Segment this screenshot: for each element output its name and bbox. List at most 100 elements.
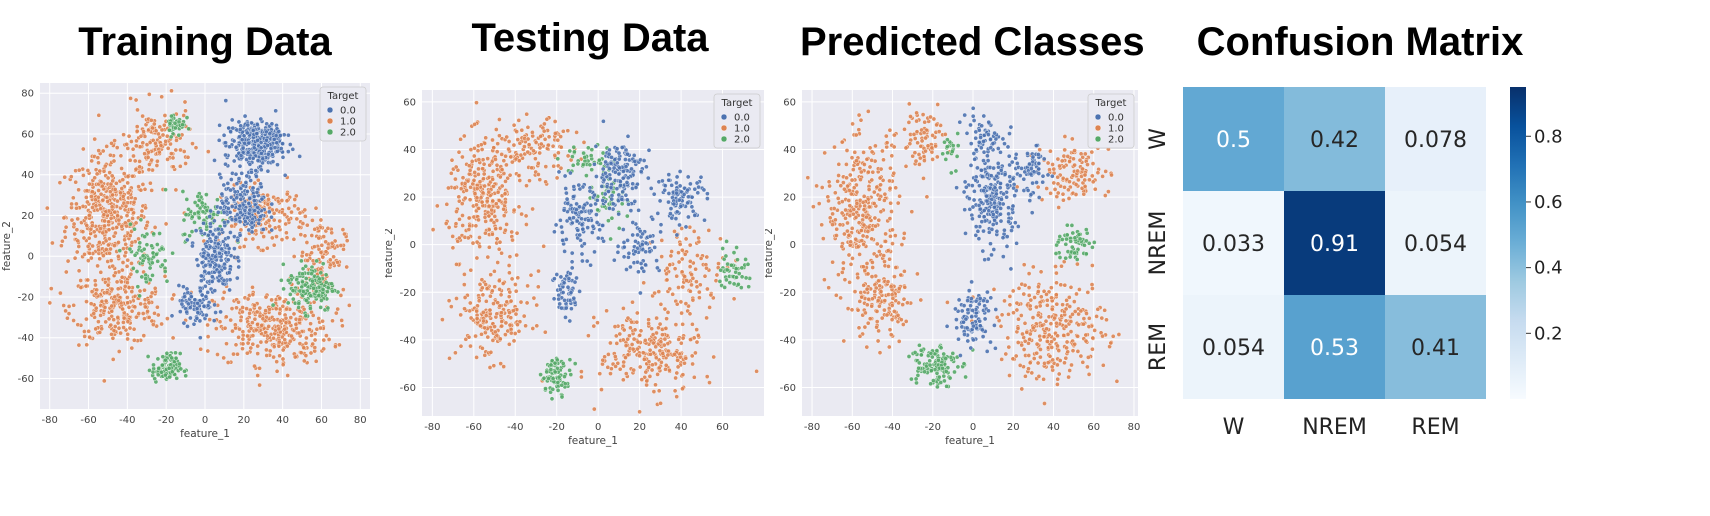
- x-tick-label: 60: [315, 415, 328, 426]
- data-point-class-0.0: [242, 141, 247, 146]
- data-point-class-0.0: [287, 142, 293, 147]
- x-tick-label: 0: [970, 422, 976, 433]
- data-point-class-0.0: [643, 249, 649, 255]
- data-point-class-1.0: [114, 279, 120, 285]
- data-point-class-1.0: [864, 214, 869, 220]
- data-point-class-0.0: [563, 237, 569, 242]
- data-point-class-2.0: [199, 200, 205, 206]
- data-point-class-1.0: [109, 308, 115, 314]
- data-point-class-2.0: [718, 267, 724, 273]
- data-point-class-1.0: [76, 244, 82, 249]
- data-point-class-2.0: [738, 285, 744, 290]
- data-point-class-1.0: [205, 348, 211, 354]
- data-point-class-0.0: [244, 173, 250, 179]
- data-point-class-1.0: [687, 224, 693, 230]
- data-point-class-1.0: [637, 353, 642, 359]
- data-point-class-0.0: [571, 184, 577, 189]
- data-point-class-0.0: [217, 123, 222, 128]
- data-point-class-1.0: [877, 196, 882, 202]
- data-point-class-0.0: [212, 158, 217, 163]
- data-point-class-1.0: [491, 301, 496, 306]
- data-point-class-1.0: [93, 326, 98, 332]
- x-tick-label: -20: [158, 415, 174, 426]
- data-point-class-0.0: [223, 152, 228, 158]
- data-point-class-1.0: [499, 167, 505, 172]
- data-point-class-1.0: [876, 328, 881, 334]
- data-point-class-1.0: [98, 179, 104, 185]
- data-point-class-0.0: [237, 127, 243, 132]
- data-point-class-1.0: [280, 356, 286, 362]
- data-point-class-1.0: [887, 178, 892, 184]
- data-point-class-1.0: [517, 141, 523, 146]
- data-point-class-0.0: [574, 201, 579, 207]
- data-point-class-1.0: [494, 236, 500, 242]
- data-point-class-1.0: [629, 319, 634, 325]
- data-point-class-0.0: [554, 272, 560, 277]
- data-point-class-0.0: [630, 220, 636, 225]
- data-point-class-1.0: [264, 333, 270, 339]
- data-point-class-0.0: [192, 297, 198, 302]
- data-point-class-0.0: [237, 192, 243, 197]
- data-point-class-1.0: [458, 312, 463, 318]
- data-point-class-1.0: [646, 359, 652, 365]
- data-point-class-1.0: [471, 178, 477, 183]
- data-point-class-1.0: [835, 196, 841, 201]
- data-point-class-1.0: [508, 315, 514, 320]
- data-point-class-1.0: [85, 199, 90, 205]
- data-point-class-1.0: [340, 227, 346, 232]
- data-point-class-1.0: [88, 301, 94, 306]
- data-point-class-1.0: [479, 199, 485, 205]
- data-point-class-2.0: [150, 273, 155, 278]
- data-point-class-1.0: [178, 147, 183, 153]
- data-point-class-1.0: [863, 310, 868, 316]
- data-point-class-1.0: [142, 134, 148, 139]
- data-point-class-0.0: [202, 268, 208, 274]
- data-point-class-0.0: [273, 108, 279, 114]
- data-point-class-1.0: [276, 326, 282, 332]
- data-point-class-1.0: [835, 179, 840, 184]
- data-point-class-1.0: [476, 298, 482, 304]
- data-point-class-1.0: [495, 190, 501, 195]
- data-point-class-0.0: [614, 146, 620, 151]
- data-point-class-1.0: [173, 147, 179, 153]
- data-point-class-1.0: [855, 275, 861, 280]
- data-point-class-0.0: [569, 265, 575, 271]
- data-point-class-2.0: [581, 150, 586, 156]
- data-point-class-1.0: [690, 297, 696, 303]
- data-point-class-1.0: [462, 272, 467, 277]
- data-point-class-1.0: [858, 290, 864, 295]
- data-point-class-1.0: [530, 130, 535, 135]
- data-point-class-1.0: [295, 206, 301, 212]
- data-point-class-0.0: [218, 205, 223, 211]
- data-point-class-1.0: [860, 233, 866, 239]
- data-point-class-2.0: [157, 231, 162, 236]
- y-tick-label: -20: [18, 292, 34, 303]
- data-point-class-0.0: [615, 249, 621, 255]
- data-point-class-1.0: [597, 371, 603, 377]
- y-tick-label: 40: [21, 170, 34, 181]
- data-point-class-0.0: [592, 162, 597, 167]
- data-point-class-1.0: [535, 284, 541, 290]
- data-point-class-1.0: [155, 158, 160, 164]
- y-tick-label: 0: [790, 240, 796, 251]
- data-point-class-1.0: [247, 310, 252, 316]
- data-point-class-1.0: [90, 205, 95, 210]
- data-point-class-2.0: [287, 292, 293, 297]
- data-point-class-2.0: [724, 239, 729, 244]
- data-point-class-2.0: [313, 288, 319, 294]
- data-point-class-1.0: [653, 382, 658, 388]
- data-point-class-1.0: [304, 335, 309, 341]
- data-point-class-1.0: [464, 188, 469, 193]
- data-point-class-0.0: [236, 119, 242, 125]
- data-point-class-1.0: [137, 159, 142, 164]
- data-point-class-1.0: [243, 237, 248, 242]
- data-point-class-1.0: [805, 175, 811, 180]
- data-point-class-0.0: [212, 254, 218, 260]
- data-point-class-1.0: [259, 322, 265, 328]
- data-point-class-1.0: [839, 244, 845, 249]
- data-point-class-1.0: [307, 327, 312, 332]
- data-point-class-2.0: [546, 376, 551, 381]
- data-point-class-1.0: [491, 184, 496, 189]
- data-point-class-1.0: [895, 200, 901, 206]
- data-point-class-1.0: [848, 239, 853, 245]
